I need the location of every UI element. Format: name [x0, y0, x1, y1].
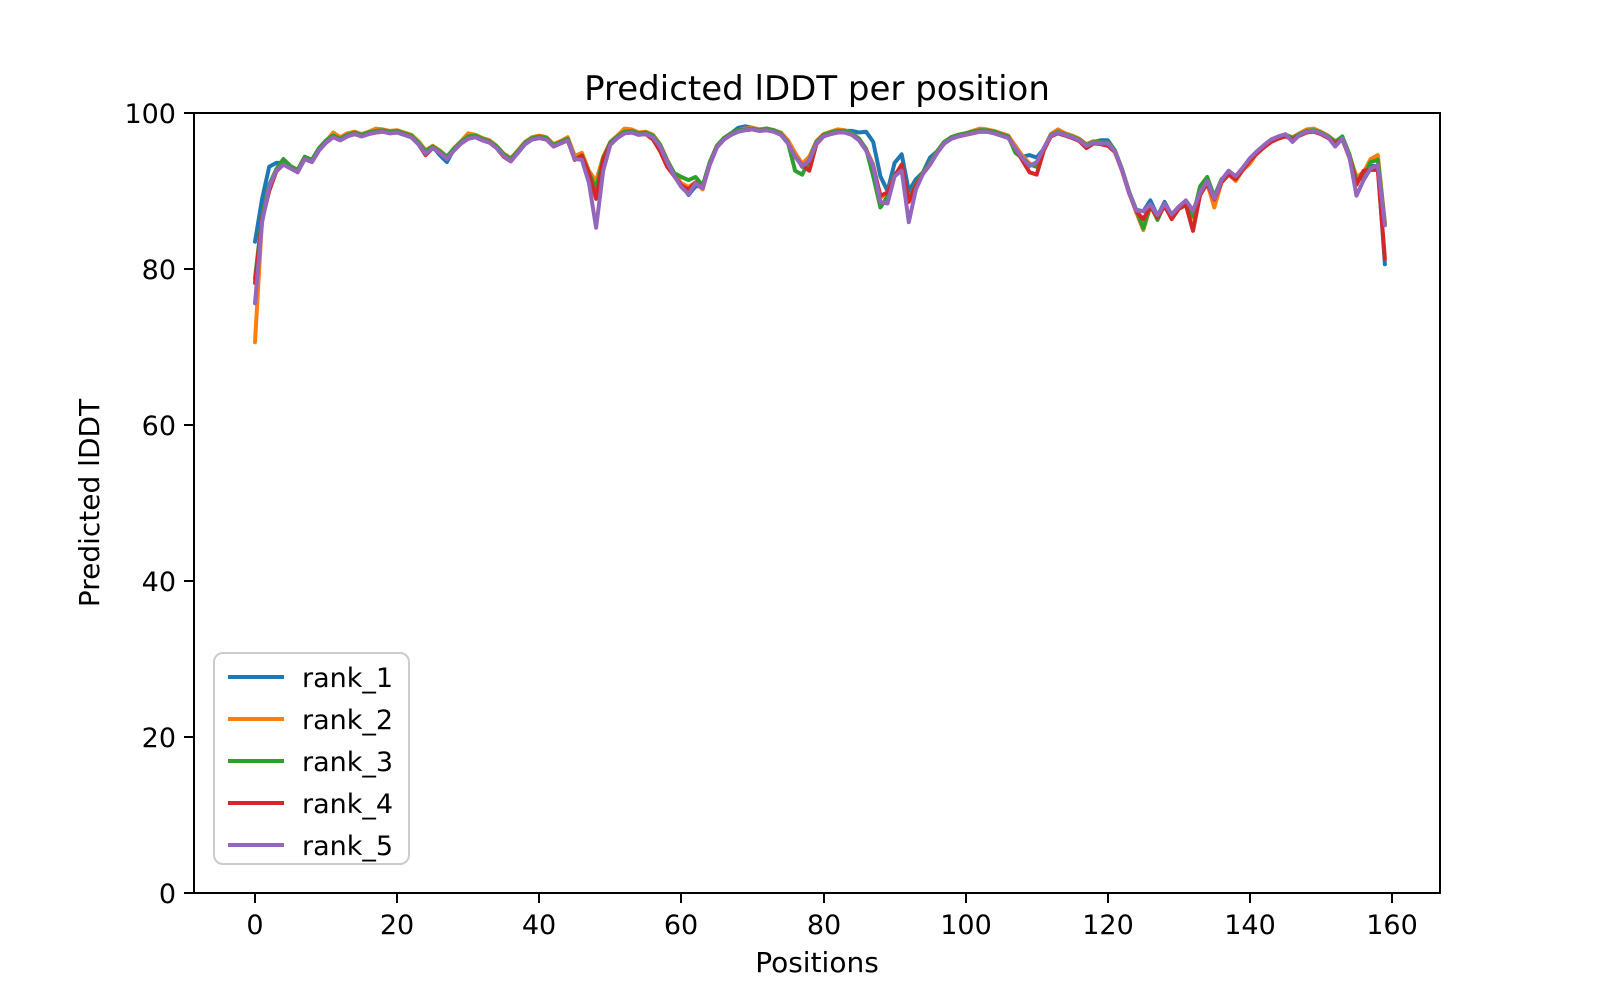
x-tick-label-60: 60 — [664, 910, 698, 941]
y-axis-label: Predicted lDDT — [73, 398, 106, 607]
x-axis-label: Positions — [755, 946, 879, 979]
x-tick-marks — [254, 894, 1393, 903]
x-tick-label-80: 80 — [807, 910, 841, 941]
y-tick-label-20: 20 — [142, 723, 176, 754]
x-tick-label-100: 100 — [940, 910, 992, 941]
series-lines — [253, 124, 1387, 345]
x-tick-labels: 0 20 40 60 80 100 120 140 160 — [246, 910, 1417, 941]
y-tick-label-60: 60 — [142, 411, 176, 442]
y-tick-labels: 0 20 40 60 80 100 — [124, 99, 176, 910]
y-tick-marks — [184, 112, 193, 894]
y-tick-label-100: 100 — [124, 99, 176, 130]
y-tick-label-80: 80 — [142, 255, 176, 286]
x-tick-label-40: 40 — [522, 910, 556, 941]
legend-label-rank-1: rank_1 — [302, 663, 393, 694]
x-tick-label-0: 0 — [246, 910, 263, 941]
legend: rank_1 rank_2 rank_3 rank_4 rank_5 — [213, 652, 410, 865]
legend-box — [213, 652, 410, 865]
series-line-rank_5 — [253, 127, 1387, 306]
legend-label-rank-2: rank_2 — [302, 705, 393, 736]
plot-area-border — [193, 112, 1441, 894]
x-tick-label-20: 20 — [380, 910, 414, 941]
x-tick-label-120: 120 — [1082, 910, 1134, 941]
y-tick-label-0: 0 — [159, 879, 176, 910]
x-tick-label-160: 160 — [1366, 910, 1418, 941]
legend-label-rank-3: rank_3 — [302, 747, 393, 778]
y-tick-label-40: 40 — [142, 567, 176, 598]
legend-label-rank-5: rank_5 — [302, 831, 393, 862]
legend-label-rank-4: rank_4 — [302, 789, 393, 820]
x-tick-label-140: 140 — [1224, 910, 1276, 941]
chart-title: Predicted lDDT per position — [584, 69, 1050, 109]
